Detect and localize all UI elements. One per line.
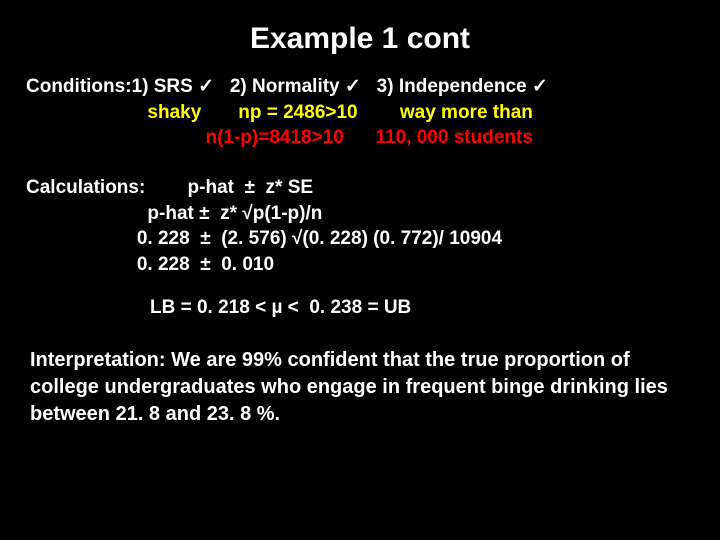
conditions-label: Conditions:	[26, 76, 132, 97]
bounds-line: LB = 0. 218 < µ < 0. 238 = UB	[0, 277, 720, 321]
cond-np: np = 2486>10	[238, 102, 357, 123]
conditions-block: Conditions:1) SRS ✓ 2) Normality ✓ 3) In…	[0, 74, 720, 151]
interpretation-block: Interpretation: We are 99% confident tha…	[0, 321, 720, 428]
calc-r4: 0. 228 ± 0. 010	[137, 254, 274, 275]
cond-independence: 3) Independence	[361, 76, 532, 97]
calc-r3: 0. 228 ± (2. 576) √(0. 228) (0. 772)/ 10…	[137, 228, 502, 249]
cond-shaky: shaky	[147, 102, 201, 123]
cond-normality: 2) Normality	[214, 76, 345, 97]
interpretation-label: Interpretation:	[30, 349, 166, 371]
calculations-label: Calculations:	[26, 177, 145, 198]
cond-waymore: way more than	[400, 102, 533, 123]
calculations-block: Calculations: p-hat ± z* SE p-hat ± z* √…	[0, 151, 720, 278]
check-icon: ✓	[198, 76, 214, 97]
cond-students: 110, 000 students	[376, 127, 533, 148]
check-icon: ✓	[532, 76, 548, 97]
calc-r2: p-hat ± z* √p(1-p)/n	[142, 203, 322, 224]
slide: Example 1 cont Conditions:1) SRS ✓ 2) No…	[0, 0, 720, 540]
cond-srs: 1) SRS	[132, 76, 199, 97]
check-icon: ✓	[345, 76, 361, 97]
calc-r1: p-hat ± z* SE	[182, 177, 313, 198]
slide-title: Example 1 cont	[0, 0, 720, 74]
cond-n1p: n(1-p)=8418>10	[205, 127, 343, 148]
